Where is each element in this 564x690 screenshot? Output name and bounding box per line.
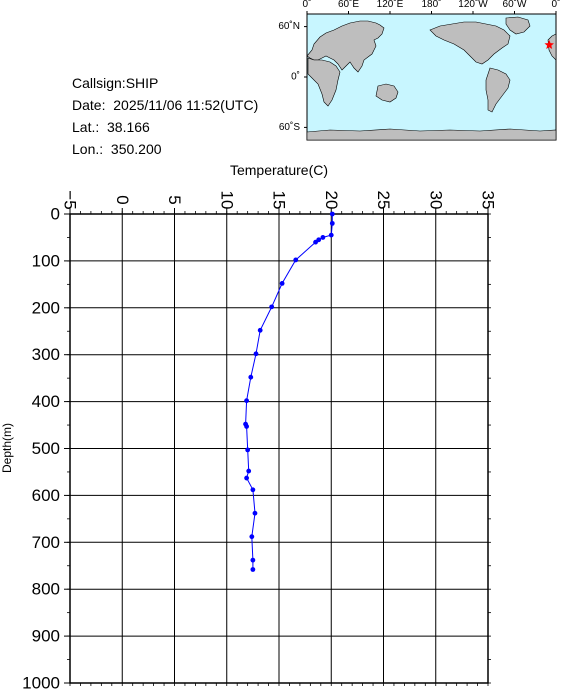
date-label: Date: 2025/11/06 11:52(UTC) (72, 97, 259, 113)
x-tick-label: 35 (479, 191, 498, 210)
temperature-points (243, 211, 335, 572)
map-lon-label: 0˚ (303, 0, 312, 10)
data-point (250, 557, 256, 563)
data-point (253, 351, 259, 357)
map-lon-label: 60˚E (338, 0, 359, 10)
x-tick-label: 30 (426, 191, 445, 210)
x-tick-label: 25 (374, 191, 393, 210)
data-point (245, 447, 251, 453)
longitude-label: Lon.: 350.200 (72, 141, 162, 157)
callsign-label: Callsign:SHIP (72, 75, 159, 91)
y-tick-label: 900 (32, 627, 60, 646)
land-africa (307, 57, 341, 107)
map-top-labels: 0˚ 60˚E 120˚E 180˚ 120˚W 60˚W 0˚ (303, 0, 561, 10)
map-frame-ticks (304, 11, 557, 128)
y-tick-label: 0 (51, 205, 60, 224)
x-tick-label: 15 (270, 191, 289, 210)
x-tick-label: 5 (165, 195, 184, 204)
latitude-label: Lat.: 38.166 (72, 119, 150, 135)
data-point (250, 567, 256, 572)
map-land (306, 16, 557, 141)
data-point (248, 374, 254, 380)
y-tick-label: 800 (32, 580, 60, 599)
y-tick-label: 500 (32, 439, 60, 458)
map-lon-label: 180˚ (421, 0, 441, 10)
y-tick-label: 400 (32, 392, 60, 411)
land-europe-edge (547, 33, 557, 61)
land-eurasia (306, 20, 385, 73)
land-australia (375, 83, 399, 103)
data-point (293, 257, 299, 263)
data-point (313, 239, 318, 245)
data-point (257, 327, 263, 333)
chart-grid (70, 214, 488, 683)
data-point (329, 211, 335, 217)
land-antarctica (306, 128, 557, 141)
data-point (252, 510, 258, 516)
data-point (250, 487, 256, 493)
map-lon-label: 60˚W (503, 0, 527, 10)
x-tick-label: 10 (217, 191, 236, 210)
ship-position-marker (544, 39, 554, 49)
axis-ticks (64, 208, 491, 686)
data-point (328, 232, 334, 238)
y-tick-label: 700 (32, 533, 60, 552)
land-greenland (505, 16, 531, 35)
temperature-line (245, 214, 333, 570)
map-lon-label: 120˚E (377, 0, 404, 10)
data-point (244, 424, 250, 429)
data-point (269, 304, 275, 310)
data-point (244, 475, 250, 481)
data-point (279, 281, 285, 286)
land-north-america (429, 21, 511, 65)
map-lat-label: 0˚ (291, 71, 300, 83)
map-lat-label: 60˚N (278, 20, 300, 32)
world-map: 0˚ 60˚E 120˚E 180˚ 120˚W 60˚W 0˚ 60˚N0˚60˚S (278, 0, 561, 141)
x-tick-labels: −5 0 5 10 15 20 25 30 35 (61, 190, 498, 209)
land-south-america (485, 67, 511, 113)
data-point (246, 468, 252, 474)
x-tick-label: 0 (113, 195, 132, 204)
y-tick-label: 1000 (22, 674, 60, 690)
data-point (249, 534, 255, 540)
y-axis-title: Depth(m) (0, 423, 14, 473)
y-tick-labels: 0 100 200 300 400 500 600 700 800 900 1000 (22, 205, 60, 690)
map-lat-label: 60˚S (279, 121, 300, 133)
map-left-labels: 60˚N 0˚ 60˚S (278, 20, 300, 133)
map-lon-label: 120˚W (458, 0, 488, 10)
y-tick-label: 300 (32, 345, 60, 364)
station-info: Callsign:SHIP Date: 2025/11/06 11:52(UTC… (72, 72, 258, 160)
y-tick-label: 100 (32, 251, 60, 270)
data-point (244, 398, 250, 404)
y-tick-label: 600 (32, 486, 60, 505)
x-tick-label: −5 (61, 190, 80, 209)
x-tick-label: 20 (322, 191, 341, 210)
map-lon-label: 0˚ (552, 0, 561, 10)
data-point (320, 235, 326, 240)
y-tick-label: 200 (32, 298, 60, 317)
x-axis-title: Temperature(C) (230, 162, 328, 178)
data-point (329, 220, 335, 226)
